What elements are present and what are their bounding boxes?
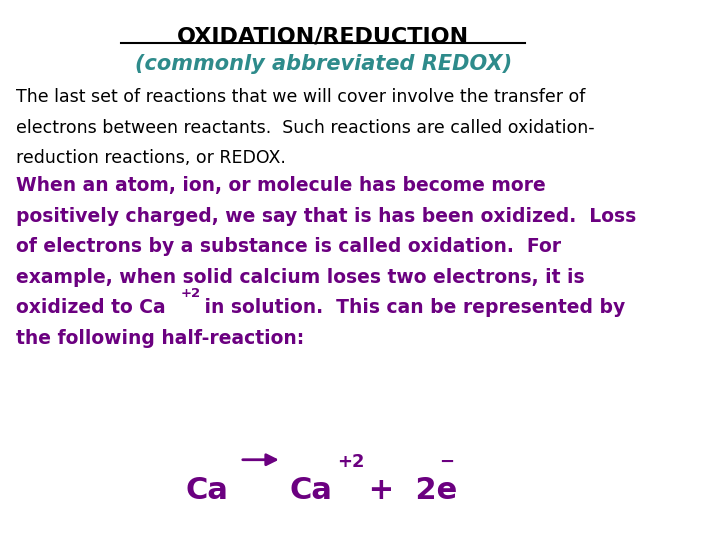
Text: Ca: Ca (186, 476, 228, 505)
Text: electrons between reactants.  Such reactions are called oxidation-: electrons between reactants. Such reacti… (16, 119, 594, 137)
Text: oxidized to Ca: oxidized to Ca (16, 298, 165, 318)
Text: Ca: Ca (289, 476, 332, 505)
Text: +2: +2 (181, 287, 201, 300)
Text: OXIDATION/REDUCTION: OXIDATION/REDUCTION (177, 27, 469, 47)
Text: example, when solid calcium loses two electrons, it is: example, when solid calcium loses two el… (16, 268, 584, 287)
Text: in solution.  This can be represented by: in solution. This can be represented by (198, 298, 625, 318)
Text: positively charged, we say that is has been oxidized.  Loss: positively charged, we say that is has b… (16, 207, 636, 226)
Text: −: − (439, 453, 454, 471)
Text: of electrons by a substance is called oxidation.  For: of electrons by a substance is called ox… (16, 238, 561, 256)
Text: +2: +2 (338, 453, 365, 471)
Text: (commonly abbreviated REDOX): (commonly abbreviated REDOX) (135, 53, 512, 73)
Text: the following half-reaction:: the following half-reaction: (16, 329, 304, 348)
Text: +  2e: + 2e (358, 476, 457, 505)
Text: reduction reactions, or REDOX.: reduction reactions, or REDOX. (16, 149, 285, 167)
Text: When an atom, ion, or molecule has become more: When an atom, ion, or molecule has becom… (16, 177, 545, 195)
Text: The last set of reactions that we will cover involve the transfer of: The last set of reactions that we will c… (16, 88, 585, 106)
